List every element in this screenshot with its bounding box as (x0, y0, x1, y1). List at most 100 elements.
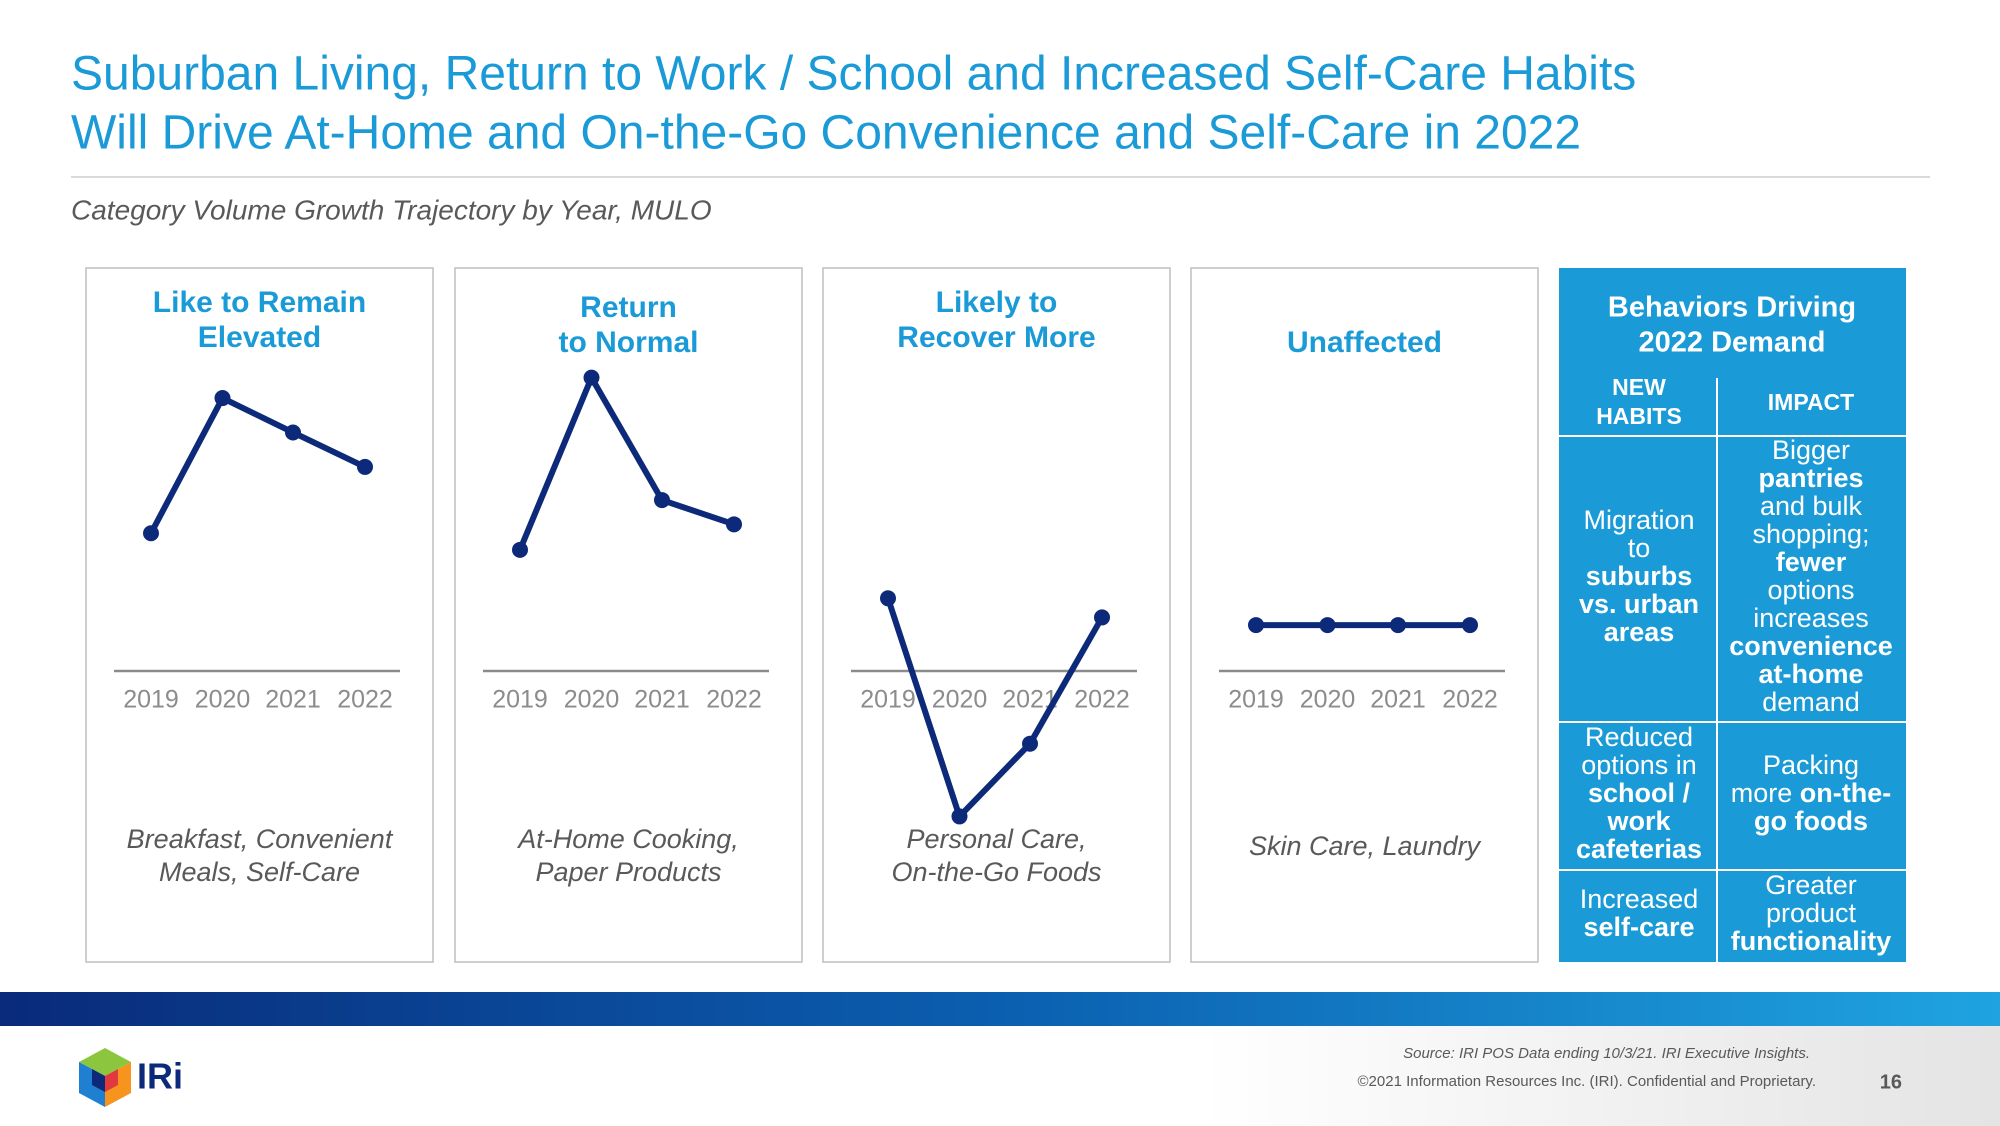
table-cell-line: product (1766, 898, 1857, 928)
data-point (1462, 617, 1478, 634)
chart-caption: Skin Care, Laundry (1249, 831, 1482, 861)
table-cell-line: at-home (1758, 659, 1863, 689)
table-cell-line: cafeterias (1576, 834, 1702, 864)
table-cell-line: more on-the- (1731, 778, 1892, 808)
table-cell-line: convenience (1729, 631, 1893, 661)
x-tick-label: 2022 (706, 686, 762, 714)
table-cell-line: fewer (1776, 547, 1847, 577)
table-cell-line: demand (1762, 687, 1860, 717)
slide-title: Will Drive At-Home and On-the-Go Conveni… (71, 107, 1581, 160)
data-point (880, 590, 896, 607)
data-point (214, 390, 231, 407)
table-cell-line: Packing (1763, 750, 1859, 780)
cell-text: on-the- (1800, 778, 1891, 808)
table-cell-line: areas (1604, 617, 1675, 647)
table-cell-line: pantries (1758, 463, 1863, 493)
x-tick-label: 2020 (1300, 686, 1356, 714)
table-cell-line: and bulk (1760, 491, 1863, 521)
data-point (654, 492, 670, 509)
cell-text: Packing (1763, 750, 1859, 780)
table-cell-line: Bigger (1772, 435, 1850, 465)
chart-caption: Personal Care, (906, 824, 1086, 854)
data-point (512, 541, 528, 558)
table-cell-line: work (1606, 806, 1671, 836)
copyright: ©2021 Information Resources Inc. (IRI). … (1358, 1073, 1817, 1090)
cell-text: options (1767, 575, 1854, 605)
data-point (285, 424, 301, 441)
x-tick-label: 2020 (564, 686, 620, 714)
cell-text: at-home (1758, 659, 1863, 689)
cell-text: Reduced (1585, 722, 1693, 752)
chart-caption: At-Home Cooking, (516, 824, 739, 854)
column-header: IMPACT (1768, 389, 1854, 415)
x-tick-label: 2019 (492, 686, 548, 714)
table-cell-line: go foods (1754, 806, 1868, 836)
x-tick-label: 2022 (1074, 686, 1130, 714)
x-tick-label: 2022 (1442, 686, 1498, 714)
x-tick-label: 2020 (195, 686, 251, 714)
table-title: Behaviors Driving (1608, 292, 1856, 324)
cell-text: shopping; (1752, 519, 1869, 549)
table-cell-line: vs. urban (1579, 589, 1699, 619)
x-tick-label: 2020 (932, 686, 988, 714)
chart-caption: Meals, Self-Care (159, 857, 360, 887)
source-note: Source: IRI POS Data ending 10/3/21. IRI… (1403, 1045, 1810, 1062)
table-cell-line: self-care (1583, 912, 1694, 942)
table-cell-line: Increased (1580, 884, 1699, 914)
table-title: 2022 Demand (1639, 327, 1826, 359)
chart-title: Return (580, 291, 677, 324)
table-cell-line: functionality (1731, 926, 1892, 956)
table-cell-line: school / (1588, 778, 1691, 808)
x-tick-label: 2021 (634, 686, 690, 714)
cell-text: suburbs (1586, 561, 1693, 591)
table-cell-line: Reduced (1585, 722, 1693, 752)
cell-text: Migration (1583, 505, 1694, 535)
cell-text: areas (1604, 617, 1675, 647)
color-band (0, 992, 2000, 1026)
cell-text: convenience (1729, 631, 1893, 661)
cell-text: self-care (1583, 912, 1694, 942)
data-point (1319, 617, 1336, 634)
chart-caption: Breakfast, Convenient (127, 824, 394, 854)
cell-text: options in (1581, 750, 1697, 780)
table-cell-line: to (1628, 533, 1651, 563)
data-point (1390, 617, 1406, 634)
cell-text: Greater (1765, 870, 1857, 900)
x-tick-label: 2019 (123, 686, 179, 714)
cell-text: fewer (1776, 547, 1847, 577)
cell-text: school / (1588, 778, 1691, 808)
data-point (726, 516, 742, 533)
table-cell-line: shopping; (1752, 519, 1869, 549)
trend-line (517, 374, 735, 551)
cell-text: pantries (1758, 463, 1863, 493)
x-tick-label: 2021 (1370, 686, 1426, 714)
chart-panel (1190, 267, 1539, 963)
chart-panel (85, 267, 434, 963)
cell-text: and bulk (1760, 491, 1863, 521)
logo-text: IRi (137, 1056, 183, 1097)
chart-caption: Paper Products (535, 857, 721, 887)
table-bg (1559, 268, 1906, 962)
data-point (1094, 609, 1110, 626)
footer-bg (0, 1026, 2000, 1126)
data-point (357, 458, 373, 475)
data-point (1022, 735, 1038, 752)
cell-text: functionality (1731, 926, 1892, 956)
data-point (951, 808, 968, 825)
chart-title: Elevated (198, 321, 321, 354)
cell-text: go foods (1754, 806, 1868, 836)
x-tick-label: 2021 (265, 686, 321, 714)
chart-caption: On-the-Go Foods (891, 857, 1101, 887)
table-cell-line: options in (1581, 750, 1697, 780)
x-tick-label: 2022 (337, 686, 393, 714)
chart-title: to Normal (558, 326, 698, 359)
trend-line (148, 395, 367, 535)
cell-text: more (1731, 778, 1800, 808)
chart-title: Like to Remain (153, 286, 366, 319)
cell-text: vs. urban (1579, 589, 1699, 619)
chart-title: Likely to (936, 286, 1058, 319)
cell-text: cafeterias (1576, 834, 1702, 864)
subtitle: Category Volume Growth Trajectory by Yea… (71, 194, 712, 225)
trend-line (885, 597, 1105, 820)
